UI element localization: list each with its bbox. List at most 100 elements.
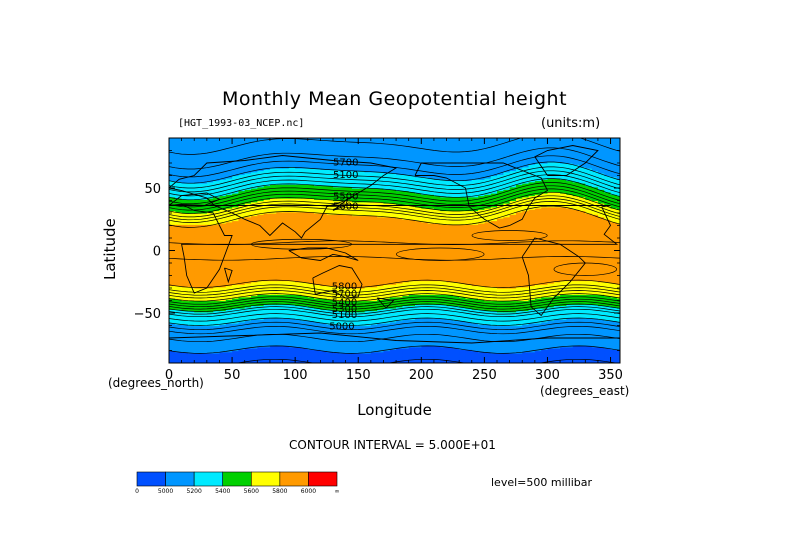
height-cell (181, 358, 189, 360)
height-cell (471, 313, 479, 315)
height-cell (251, 320, 258, 323)
height-cell (370, 299, 378, 302)
height-cell (206, 326, 214, 329)
height-cell (528, 348, 536, 350)
height-cell (433, 333, 441, 335)
height-cell (314, 343, 321, 345)
height-cell (503, 353, 511, 355)
height-cell (288, 308, 296, 310)
height-cell (528, 323, 536, 325)
height-cell (320, 339, 328, 342)
height-cell (509, 348, 517, 350)
height-cell (326, 324, 334, 327)
height-cell (616, 303, 620, 305)
height-cell (522, 315, 530, 318)
height-cell (383, 339, 391, 342)
height-cell (345, 304, 353, 307)
height-cell (213, 323, 221, 325)
height-cell (585, 323, 593, 325)
height-cell (415, 311, 422, 314)
height-cell (616, 339, 620, 342)
height-cell (257, 341, 265, 344)
height-cell (433, 356, 441, 359)
height-cell (263, 316, 271, 319)
height-cell (503, 360, 511, 363)
height-cell (389, 316, 397, 319)
height-cell (452, 358, 460, 360)
height-cell (427, 333, 435, 335)
height-cell (213, 361, 221, 363)
height-cell (566, 300, 574, 303)
height-cell (459, 318, 467, 320)
height-cell (263, 338, 271, 340)
height-cell (326, 351, 334, 354)
height-cell (194, 334, 202, 337)
height-cell (522, 356, 530, 359)
height-cell (465, 331, 473, 334)
height-cell (301, 309, 309, 312)
height-cell (534, 319, 542, 322)
height-cell (219, 343, 227, 345)
height-cell (497, 309, 504, 312)
height-cell (175, 299, 183, 302)
height-cell (560, 323, 567, 325)
height-cell (522, 299, 530, 302)
height-cell (219, 310, 227, 313)
height-cell (181, 331, 189, 334)
height-cell (339, 355, 347, 358)
height-cell (307, 313, 315, 315)
height-cell (288, 310, 296, 313)
height-cell (282, 296, 290, 299)
height-cell (263, 314, 271, 317)
height-cell (522, 340, 530, 343)
height-cell (358, 295, 366, 298)
height-cell (194, 306, 202, 309)
height-cell (534, 310, 542, 313)
height-cell (433, 335, 441, 338)
height-cell (175, 359, 183, 362)
height-cell (534, 315, 542, 318)
height-cell (295, 339, 303, 342)
height-cell (452, 331, 460, 334)
height-cell (263, 343, 271, 345)
height-cell (415, 318, 422, 320)
height-cell (560, 349, 567, 352)
height-cell (604, 334, 612, 337)
height-cell (610, 329, 618, 332)
height-cell (471, 336, 479, 339)
height-cell (251, 316, 258, 319)
height-cell (610, 354, 618, 357)
height-cell (415, 346, 422, 349)
height-cell (471, 334, 479, 337)
height-cell (572, 353, 580, 355)
height-cell (585, 324, 593, 327)
height-cell (541, 300, 549, 303)
height-cell (251, 348, 258, 350)
height-cell (282, 301, 290, 304)
height-cell (377, 295, 385, 298)
height-cell (169, 348, 176, 350)
height-cell (610, 340, 618, 343)
height-cell (194, 341, 202, 344)
height-cell (490, 325, 498, 328)
height-cell (339, 314, 347, 317)
height-cell (282, 361, 290, 363)
height-cell (295, 354, 303, 357)
height-cell (314, 334, 321, 337)
height-cell (320, 315, 328, 318)
height-cell (541, 353, 549, 355)
height-cell (465, 309, 473, 312)
height-cell (276, 356, 284, 359)
height-cell (566, 361, 574, 363)
height-cell (269, 315, 277, 318)
height-cell (484, 346, 492, 349)
height-cell (276, 338, 284, 340)
height-cell (402, 313, 410, 315)
height-cell (364, 321, 372, 324)
height-cell (389, 353, 397, 355)
height-cell (288, 316, 296, 319)
height-cell (314, 311, 321, 314)
height-cell (326, 340, 334, 343)
height-cell (610, 343, 618, 345)
height-cell (440, 325, 448, 328)
